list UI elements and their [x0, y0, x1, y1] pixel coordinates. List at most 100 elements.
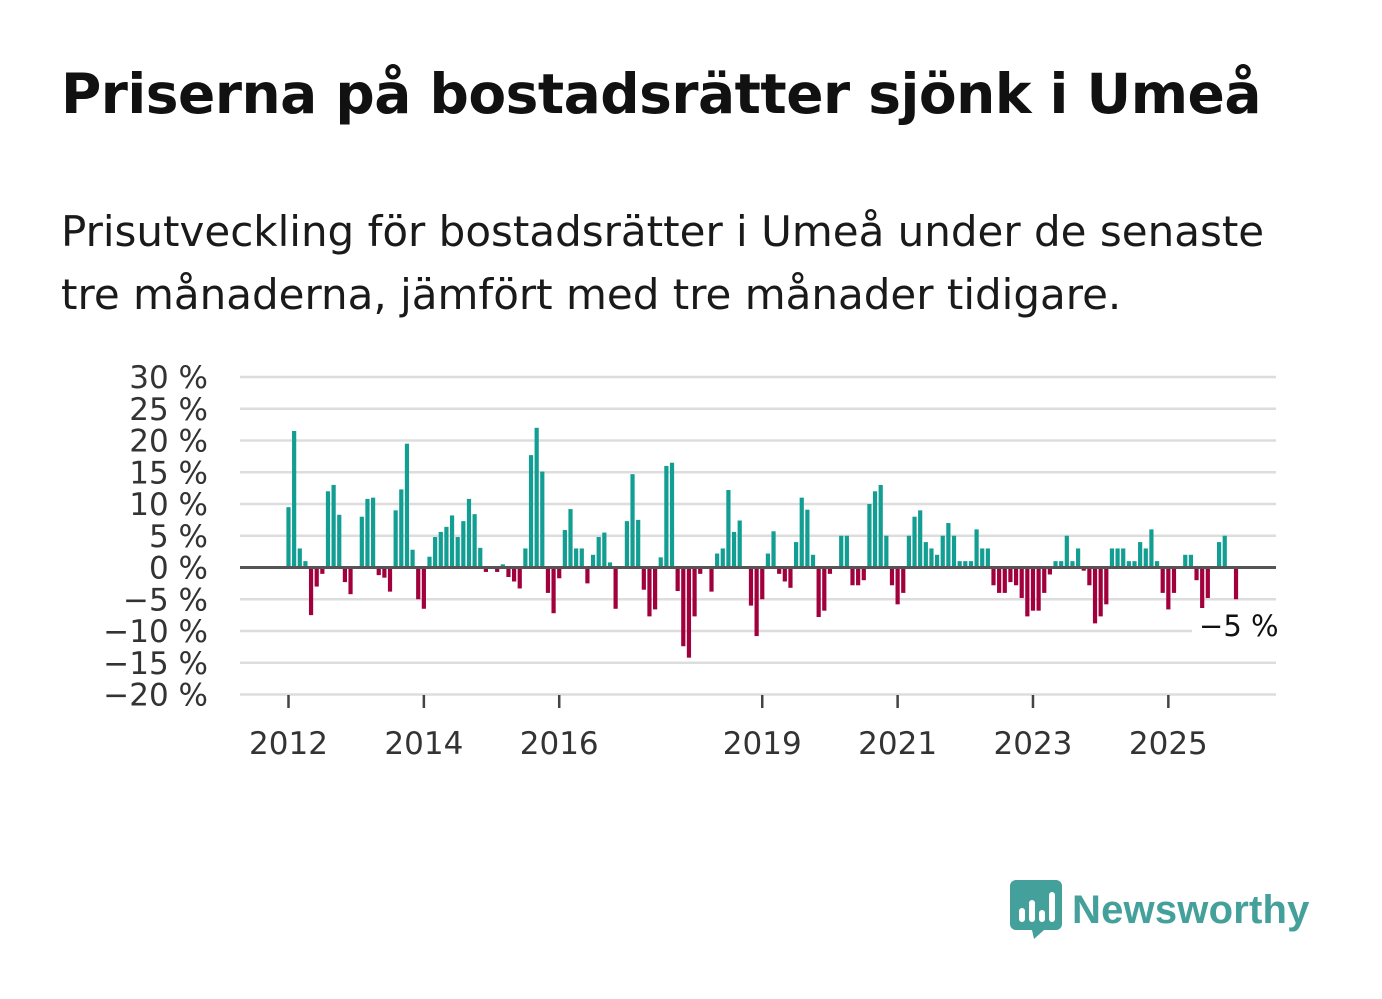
bar-positive: [946, 523, 951, 568]
bar-positive: [918, 510, 923, 568]
bar-positive: [393, 510, 398, 568]
bar-positive: [540, 471, 545, 568]
bar-negative: [675, 567, 680, 591]
bar-positive: [568, 509, 573, 568]
bar-negative: [1047, 567, 1052, 575]
y-tick-label: 15 %: [129, 455, 208, 491]
bar-positive: [805, 509, 810, 568]
x-tick-label: 2023: [994, 726, 1073, 762]
y-axis-ticks: 30 %25 %20 %15 %10 %5 %0 %−5 %−10 %−15 %…: [103, 360, 208, 714]
bar-positive: [297, 548, 302, 568]
bar-negative: [1092, 567, 1098, 624]
bar-negative: [382, 567, 387, 578]
bar-positive: [765, 553, 770, 568]
y-tick-label: 30 %: [129, 360, 208, 396]
bar-positive: [1115, 548, 1120, 568]
x-tick-label: 2025: [1129, 726, 1208, 762]
bar-negative: [1233, 567, 1239, 600]
page-title: Priserna på bostadsrätter sjönk i Umeå: [61, 62, 1261, 126]
bar-negative: [816, 567, 821, 618]
bar-positive: [839, 535, 844, 568]
bars: [286, 427, 1239, 658]
bar-negative: [348, 567, 353, 595]
bar-positive: [562, 530, 567, 568]
bar-positive: [449, 515, 455, 568]
bar-positive: [444, 526, 449, 568]
bar-positive: [906, 535, 911, 568]
y-tick-label: −15 %: [103, 646, 208, 682]
bar-positive: [968, 561, 974, 568]
bar-negative: [613, 567, 618, 609]
bar-positive: [1149, 529, 1154, 568]
bar-positive: [1121, 548, 1126, 568]
bar-negative: [506, 567, 511, 578]
bar-positive: [574, 548, 579, 568]
bar-negative: [827, 567, 833, 574]
bar-positive: [523, 548, 528, 568]
bar-positive: [957, 561, 962, 568]
bar-positive: [1188, 554, 1193, 568]
bar-negative: [901, 567, 906, 593]
y-tick-label: 20 %: [129, 424, 208, 460]
bar-positive: [602, 532, 607, 568]
bar-negative: [760, 567, 765, 600]
bar-positive: [427, 556, 432, 568]
bar-positive: [884, 535, 889, 568]
bar-positive: [1076, 548, 1081, 568]
bar-positive: [399, 489, 404, 568]
bar-negative: [1081, 567, 1086, 571]
bar-negative: [1194, 567, 1199, 581]
bar-negative: [1200, 567, 1205, 610]
bar-positive: [720, 548, 725, 568]
bar-positive: [410, 549, 415, 568]
bar-positive: [478, 547, 483, 568]
bar-negative: [308, 567, 314, 616]
bar-negative: [1002, 567, 1007, 593]
bar-negative: [653, 567, 658, 610]
bar-positive: [867, 504, 872, 568]
bar-negative: [991, 567, 996, 586]
bar-negative: [1019, 567, 1024, 598]
bar-negative: [1030, 567, 1036, 611]
bar-negative: [681, 567, 686, 647]
bar-positive: [286, 507, 291, 568]
bar-negative: [1160, 567, 1165, 593]
brand-name: Newsworthy: [1072, 887, 1310, 932]
y-tick-label: 0 %: [149, 551, 208, 587]
bar-positive: [528, 455, 534, 568]
bar-negative: [856, 567, 861, 586]
bar-negative: [1042, 567, 1047, 593]
bar-positive: [466, 498, 472, 568]
bar-negative: [788, 567, 793, 588]
bar-positive: [404, 443, 410, 568]
bar-positive: [1070, 561, 1075, 568]
bar-positive: [1183, 554, 1188, 568]
bar-positive: [303, 561, 308, 568]
page-subtitle: Prisutveckling för bostadsrätter i Umeå …: [61, 207, 1265, 319]
bar-negative: [320, 567, 325, 574]
bar-negative: [850, 567, 855, 586]
bar-positive: [664, 465, 669, 568]
bar-negative: [416, 567, 421, 600]
bar-positive: [1222, 535, 1227, 568]
bar-negative: [777, 567, 782, 574]
bar-positive: [985, 548, 990, 568]
bar-negative: [709, 567, 714, 592]
bar-positive: [771, 531, 776, 568]
bar-negative: [997, 567, 1002, 593]
bar-positive: [455, 537, 460, 568]
y-tick-label: 5 %: [149, 519, 208, 555]
bar-negative: [1087, 567, 1092, 586]
bar-positive: [669, 462, 675, 568]
bar-negative: [512, 567, 517, 582]
bar-positive: [461, 521, 466, 568]
brand-logo: Newsworthy: [1010, 880, 1310, 940]
annotations: −5 %: [1192, 608, 1279, 644]
bar-negative: [1098, 567, 1103, 617]
bar-positive: [935, 554, 940, 568]
bar-positive: [810, 554, 816, 568]
bar-positive: [624, 521, 629, 568]
bar-positive: [1217, 542, 1222, 568]
bar-negative: [822, 567, 827, 611]
